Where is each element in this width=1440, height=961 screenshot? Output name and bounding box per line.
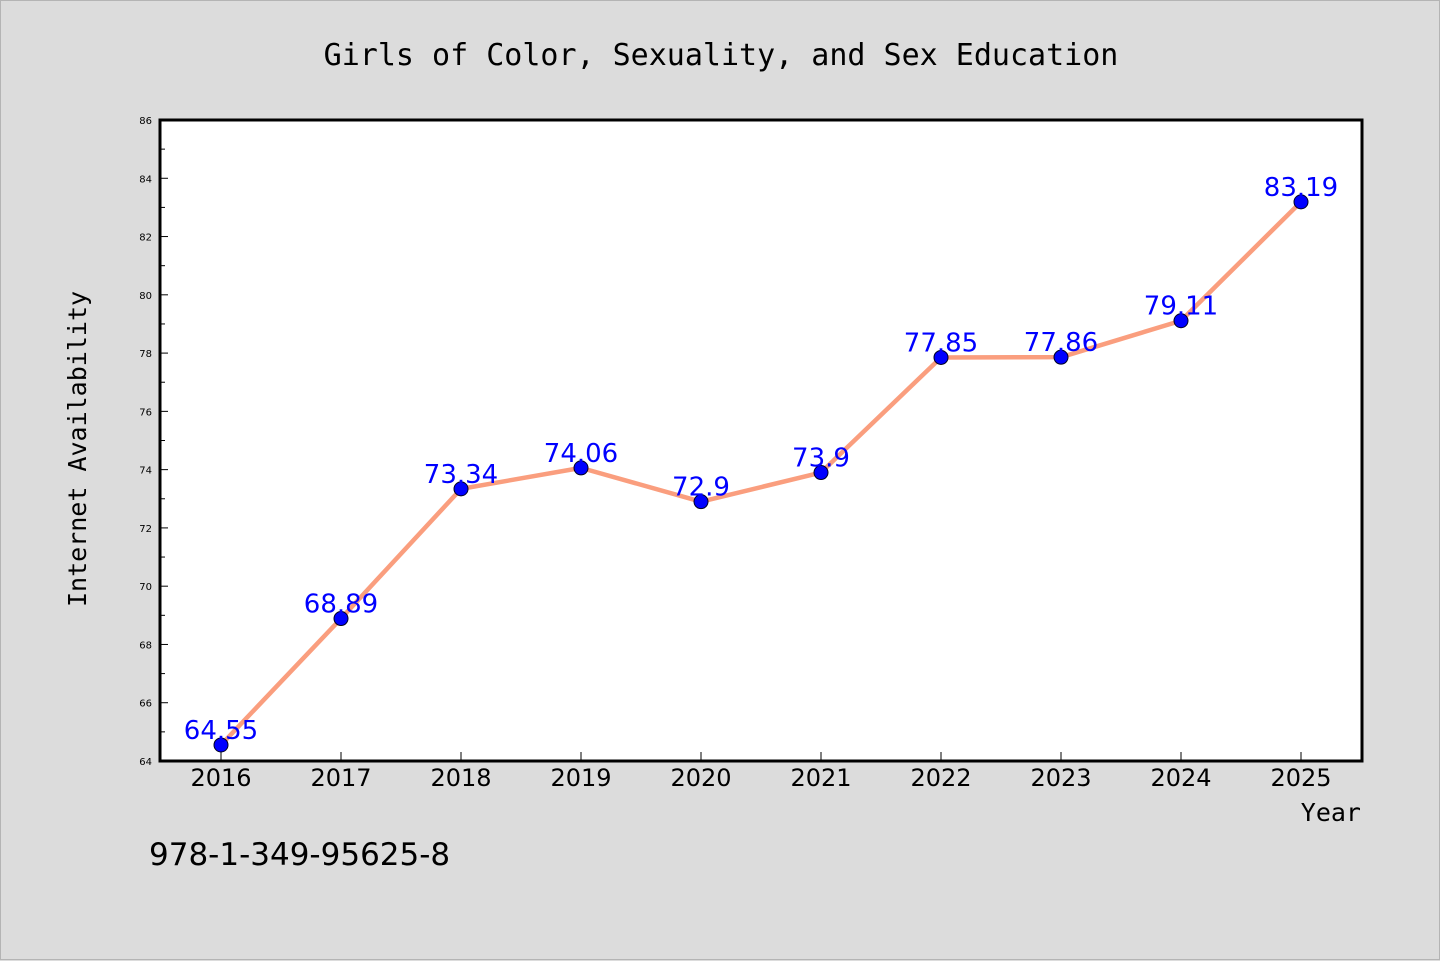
x-tick-label: 2024 bbox=[1150, 764, 1211, 792]
series-line bbox=[218, 199, 1304, 748]
data-label: 64.55 bbox=[184, 716, 258, 746]
y-tick-label: 86 bbox=[139, 116, 152, 127]
data-point bbox=[1173, 313, 1189, 329]
data-point bbox=[453, 481, 469, 497]
y-tick-label: 82 bbox=[139, 233, 152, 244]
y-axis-ticks: 64 66 68 70 72 74 76 78 80 82 84 86 bbox=[139, 116, 168, 768]
data-labels: 64.55 68.89 73.34 74.06 72.9 73.9 77.85 77.86 79… bbox=[184, 173, 1338, 746]
data-point bbox=[1293, 194, 1309, 210]
x-tick-label: 2025 bbox=[1270, 764, 1331, 792]
y-tick-label: 64 bbox=[139, 757, 152, 768]
y-tick-label: 84 bbox=[139, 174, 152, 185]
data-label: 79.11 bbox=[1144, 292, 1218, 322]
x-tick-label: 2019 bbox=[550, 764, 611, 792]
x-axis-ticks: 2016 2017 2018 2019 2020 2021 2022 2023 2024 2025 bbox=[190, 752, 1332, 792]
data-label: 73.34 bbox=[424, 460, 498, 490]
y-tick-label: 76 bbox=[139, 407, 152, 418]
y-tick-label: 66 bbox=[139, 699, 152, 710]
x-tick-label: 2021 bbox=[790, 764, 851, 792]
data-point bbox=[933, 349, 949, 365]
data-label: 68.89 bbox=[304, 590, 378, 620]
x-tick-label: 2022 bbox=[910, 764, 971, 792]
x-tick-label: 2018 bbox=[430, 764, 491, 792]
x-tick-label: 2017 bbox=[310, 764, 371, 792]
data-point bbox=[213, 737, 229, 753]
plot-area bbox=[160, 120, 1362, 761]
y-tick-label: 72 bbox=[139, 524, 152, 535]
data-point bbox=[813, 465, 829, 481]
data-label: 72.9 bbox=[672, 473, 730, 503]
series-markers bbox=[213, 194, 1309, 753]
data-point bbox=[333, 611, 349, 627]
y-axis-label: Internet Availability bbox=[63, 291, 92, 607]
data-label: 83.19 bbox=[1264, 173, 1338, 203]
y-tick-label: 74 bbox=[139, 466, 152, 477]
data-label: 73.9 bbox=[792, 444, 850, 474]
data-point bbox=[693, 494, 709, 510]
data-label: 77.86 bbox=[1024, 328, 1098, 358]
x-axis-label: Year bbox=[1301, 798, 1361, 827]
data-label: 74.06 bbox=[544, 439, 618, 469]
y-tick-label: 70 bbox=[139, 582, 152, 593]
y-tick-label: 68 bbox=[139, 640, 152, 651]
x-tick-label: 2016 bbox=[190, 764, 251, 792]
footer-isbn: 978-1-349-95625-8 bbox=[149, 837, 450, 873]
chart-title: Girls of Color, Sexuality, and Sex Educa… bbox=[324, 38, 1119, 73]
y-tick-label: 78 bbox=[139, 349, 152, 360]
data-point bbox=[573, 460, 589, 476]
plot-border bbox=[158, 118, 1364, 763]
x-tick-label: 2020 bbox=[670, 764, 731, 792]
x-tick-label: 2023 bbox=[1030, 764, 1091, 792]
y-tick-label: 80 bbox=[139, 291, 152, 302]
data-point bbox=[1053, 349, 1069, 365]
data-label: 77.85 bbox=[904, 328, 978, 358]
